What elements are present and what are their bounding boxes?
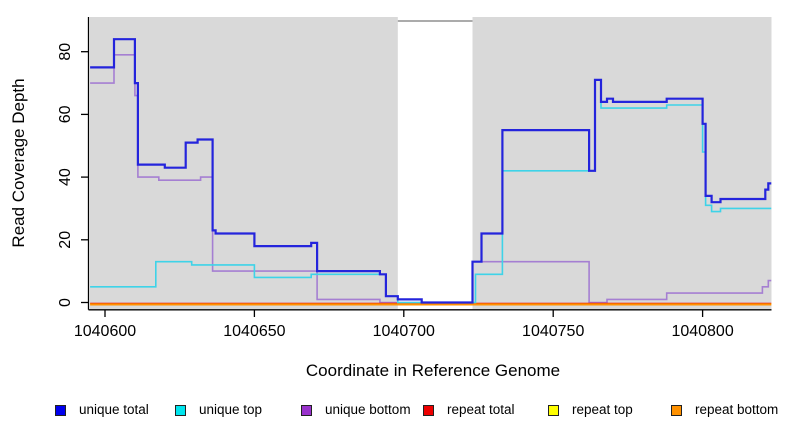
legend-label: repeat total [447, 402, 515, 417]
y-tick-label: 60 [57, 105, 74, 123]
legend-item-unique-top: unique top [175, 402, 262, 418]
y-tick-label: 20 [57, 231, 74, 249]
y-tick-label: 80 [57, 43, 74, 61]
x-tick-label: 1040700 [373, 323, 435, 340]
legend-item-repeat-top: repeat top [548, 402, 633, 418]
legend-swatch-repeat-total [423, 404, 434, 416]
y-tick-label: 40 [57, 168, 74, 186]
x-tick-label: 1040750 [522, 323, 584, 340]
coverage-chart: 0 20 40 60 80 1040600 1040650 1040700 1040750 104… [9, 17, 772, 380]
no-data-gap-band [397, 17, 473, 309]
legend-label: unique top [199, 402, 263, 417]
legend-swatch-unique-total [55, 404, 66, 416]
x-axis-title: Coordinate in Reference Genome [306, 361, 560, 380]
x-tick-label: 1040650 [223, 323, 285, 340]
legend-item-unique-bottom: unique bottom [301, 402, 411, 418]
y-axis-title: Read Coverage Depth [9, 78, 28, 247]
legend-item-unique-total: unique total [55, 402, 149, 418]
chart-legend: unique total unique top unique bottom repea… [0, 402, 792, 422]
legend-swatch-repeat-bottom [671, 404, 682, 416]
y-tick-label: 0 [57, 298, 74, 307]
x-tick-label: 1040800 [671, 323, 733, 340]
legend-label: unique total [79, 402, 149, 417]
series-line-unique-total [90, 38, 772, 304]
legend-swatch-unique-bottom [301, 404, 312, 416]
x-tick-label: 1040600 [74, 323, 136, 340]
legend-swatch-unique-top [175, 404, 186, 416]
legend-label: repeat bottom [695, 402, 779, 417]
legend-item-repeat-total: repeat total [423, 402, 515, 418]
legend-swatch-repeat-top [548, 404, 559, 416]
legend-label: unique bottom [325, 402, 411, 417]
legend-item-repeat-bottom: repeat bottom [671, 402, 778, 418]
legend-label: repeat top [572, 402, 633, 417]
